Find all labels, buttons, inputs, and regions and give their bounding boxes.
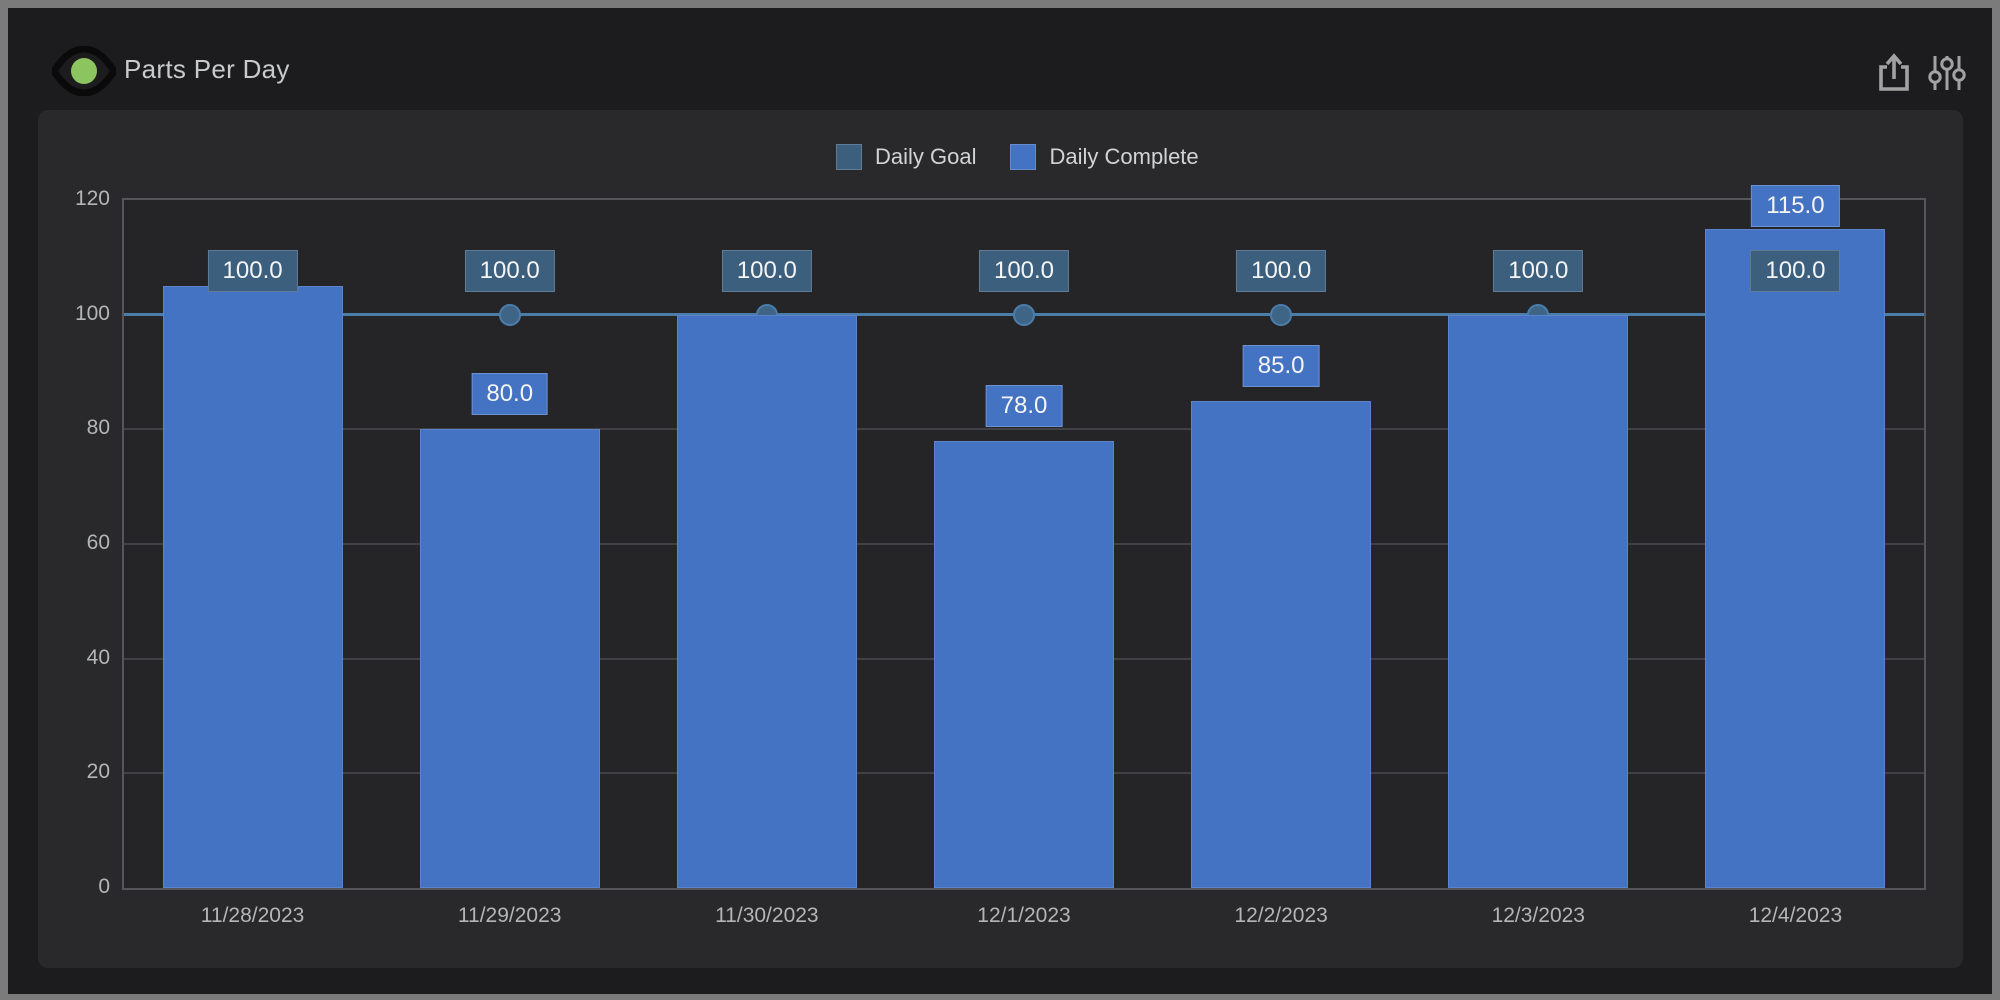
bar-daily-complete [676,314,857,888]
x-axis-label: 12/1/2023 [977,904,1071,927]
plot-area: 80.0 78.0 85.0 115.0 100.0 100.0 100.0 100.0 100… [122,184,1926,890]
gridline-80 [124,428,1924,431]
bar-daily-complete [934,440,1114,888]
y-axis-tick-120: 120 [74,187,110,210]
page-title: Parts Per Day [124,54,290,84]
daily-complete-swatch [1010,144,1037,170]
data-label-daily-goal: 100.0 [978,249,1070,292]
x-axis-label: 11/29/2023 [457,904,562,927]
eye-icon [52,46,116,96]
y-axis-tick-100: 100 [74,301,110,325]
legend-item-daily-complete[interactable]: Daily Complete [1010,144,1199,170]
data-label-daily-goal: 100.0 [464,249,555,292]
bar-daily-complete [1191,400,1372,888]
data-label-daily-complete: 80.0 [471,373,549,416]
legend-item-daily-goal[interactable]: Daily Goal [836,144,976,170]
data-label-daily-goal: 100.0 [1493,249,1584,292]
daily-goal-marker [498,303,521,326]
y-axis-tick-40: 40 [86,645,110,669]
y-axis-tick-0: 0 [98,875,110,898]
data-label-daily-complete: 85.0 [1242,344,1320,387]
chart-legend: Daily Goal Daily Complete [836,144,1199,170]
x-axis-label: 12/4/2023 [1748,904,1843,927]
y-axis-tick-20: 20 [86,760,110,784]
legend-label: Daily Goal [875,144,977,169]
data-label-daily-goal: 100.0 [1750,249,1841,292]
export-icon[interactable] [1874,52,1914,94]
bar-daily-complete [419,429,600,888]
daily-goal-swatch [836,144,862,170]
data-label-daily-complete: 78.0 [985,384,1063,427]
x-axis-label: 11/28/2023 [200,904,305,927]
daily-goal-marker [1013,303,1035,326]
data-label-daily-goal: 100.0 [207,249,298,292]
data-label-daily-goal: 100.0 [721,249,812,292]
legend-label: Daily Complete [1049,144,1199,169]
x-axis-label: 12/2/2023 [1234,904,1328,927]
bar-daily-complete [162,286,343,888]
x-axis-label: 12/3/2023 [1491,904,1585,927]
data-label-daily-complete: 115.0 [1751,184,1840,227]
daily-goal-marker [1270,303,1293,326]
data-label-daily-goal: 100.0 [1236,249,1327,292]
bar-daily-complete [1705,228,1886,888]
bar-daily-complete [1448,314,1629,888]
y-axis-tick-80: 80 [86,416,110,440]
sliders-icon[interactable] [1928,52,1966,94]
y-axis-tick-60: 60 [86,531,110,554]
x-axis-label: 11/30/2023 [715,904,819,927]
